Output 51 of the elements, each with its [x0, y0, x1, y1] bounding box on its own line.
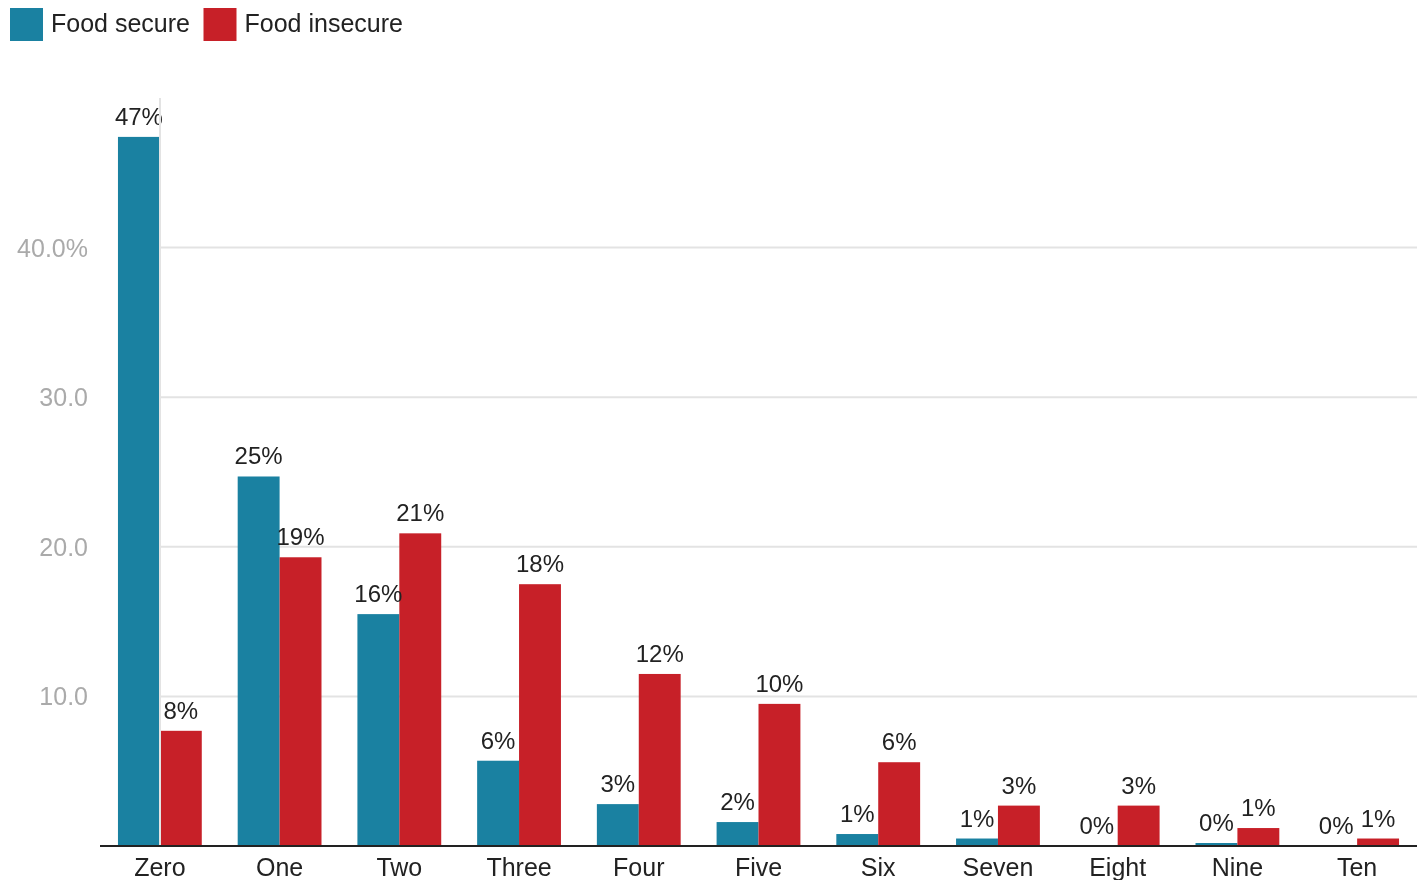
bar [716, 822, 759, 846]
x-tick-label: Four [613, 853, 665, 881]
data-label: 1% [959, 804, 995, 832]
data-label: 0% [1199, 809, 1234, 837]
bar [758, 703, 801, 846]
bar [357, 614, 400, 846]
x-tick-label: Seven [962, 853, 1034, 881]
data-label: 2% [720, 788, 755, 816]
x-tick-label: One [255, 853, 304, 881]
data-label: 1% [839, 800, 875, 828]
bar [836, 834, 879, 846]
y-tick-label: 20.0 [39, 532, 88, 561]
bar [596, 804, 639, 846]
bar [519, 584, 561, 846]
data-label: 10% [755, 669, 804, 697]
y-tick-label: 40.0% [17, 233, 88, 262]
x-tick-label: Ten [1336, 853, 1378, 881]
bar [237, 476, 280, 846]
x-tick-label: Two [376, 853, 423, 881]
legend-label: Food insecure [244, 9, 403, 37]
bar [1117, 805, 1160, 846]
y-tick-label: 10.0 [39, 682, 88, 711]
data-label: 3% [600, 770, 636, 798]
data-label: 3% [1121, 771, 1156, 799]
bar [477, 760, 520, 846]
bar [1237, 828, 1280, 846]
data-label: 18% [515, 550, 565, 578]
bar [159, 730, 202, 846]
data-label: 6% [881, 728, 917, 756]
data-label: 6% [480, 726, 516, 754]
data-label: 12% [635, 639, 684, 667]
data-label: 1% [1241, 794, 1276, 822]
x-tick-label: Zero [134, 853, 186, 881]
data-label: 3% [1001, 771, 1037, 799]
bar [997, 805, 1040, 846]
legend-label: Food secure [51, 9, 190, 37]
data-label: 0% [1079, 812, 1115, 839]
x-tick-label: Three [486, 853, 552, 881]
bar [279, 557, 322, 846]
bar [878, 762, 921, 846]
data-label: 8% [163, 696, 199, 724]
y-tick-label: 30.0 [39, 383, 88, 412]
data-label: 1% [1360, 804, 1396, 832]
data-label: 0% [1318, 812, 1354, 839]
x-tick-label: Nine [1211, 853, 1264, 881]
data-label: 25% [234, 442, 283, 470]
bar [117, 136, 160, 846]
x-tick-label: Six [860, 853, 897, 881]
data-label: 21% [396, 499, 445, 527]
x-tick-label: Five [734, 853, 783, 881]
bar [638, 673, 681, 846]
